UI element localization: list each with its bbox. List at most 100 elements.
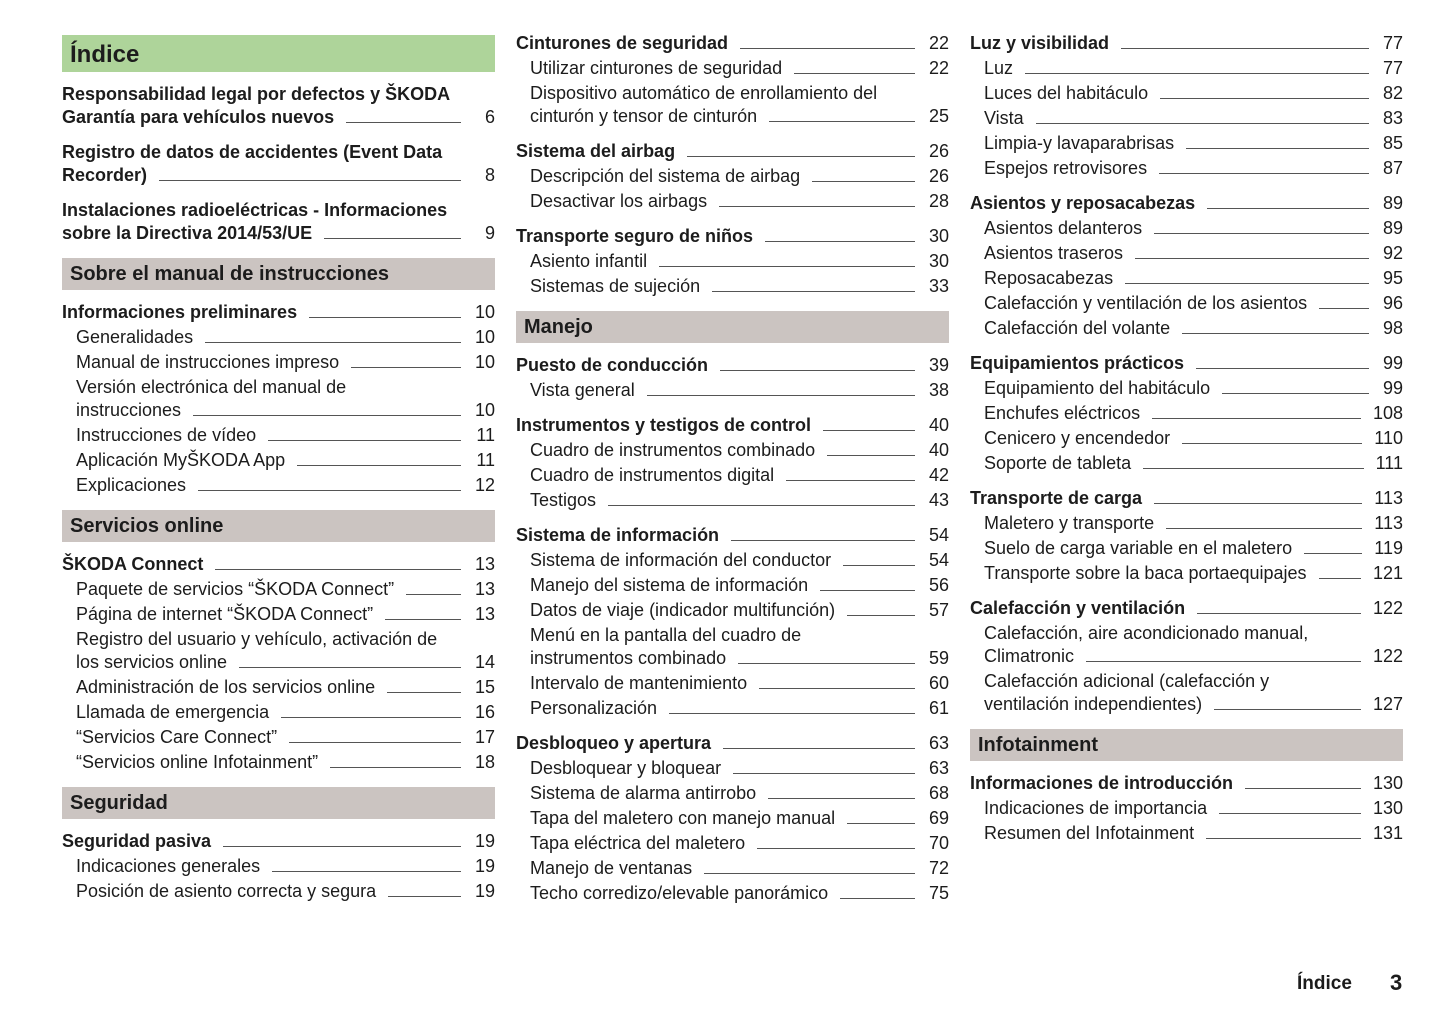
page-number: 28: [928, 191, 949, 211]
toc-chapter-entry[interactable]: Seguridad pasiva 19: [62, 829, 495, 854]
entry-row: Manual de instrucciones impreso 10: [76, 351, 495, 374]
toc-subentry[interactable]: Sistemas de sujeción 33: [516, 274, 949, 299]
toc-chapter-entry[interactable]: Cinturones de seguridad 22: [516, 31, 949, 56]
toc-subentry[interactable]: Techo corredizo/elevable panorámico 75: [516, 881, 949, 906]
toc-chapter-entry[interactable]: Responsabilidad legal por defectos y ŠKO…: [62, 82, 495, 130]
toc-subentry[interactable]: Suelo de carga variable en el maletero 11…: [970, 536, 1403, 561]
toc-subentry[interactable]: Calefacción y ventilación de los asiento…: [970, 291, 1403, 316]
toc-chapter-entry[interactable]: Transporte de carga 113: [970, 486, 1403, 511]
toc-subentry[interactable]: Luz 77: [970, 56, 1403, 81]
entry-title: Instrucciones de vídeo: [76, 425, 257, 445]
toc-subentry[interactable]: Maletero y transporte 113: [970, 511, 1403, 536]
toc-subentry[interactable]: Resumen del Infotainment 131: [970, 821, 1403, 846]
toc-subentry[interactable]: Menú en la pantalla del cuadro de instrum…: [516, 623, 949, 671]
entry-row: “Servicios online Infotainment” 18: [76, 751, 495, 774]
toc-subentry[interactable]: Manual de instrucciones impreso 10: [62, 350, 495, 375]
page-number: 8: [484, 165, 495, 185]
toc-chapter-entry[interactable]: Calefacción y ventilación 122: [970, 596, 1403, 621]
toc-subentry[interactable]: Asientos delanteros 89: [970, 216, 1403, 241]
page-number: 42: [928, 465, 949, 485]
toc-subentry[interactable]: Tapa eléctrica del maletero 70: [516, 831, 949, 856]
toc-chapter-entry[interactable]: ŠKODA Connect 13: [62, 552, 495, 577]
leader-line: [1214, 709, 1361, 710]
toc-subentry[interactable]: Calefacción del volante 98: [970, 316, 1403, 341]
toc-subentry[interactable]: Instrucciones de vídeo 11: [62, 423, 495, 448]
toc-subentry[interactable]: Enchufes eléctricos 108: [970, 401, 1403, 426]
toc-chapter-entry[interactable]: Instrumentos y testigos de control 40: [516, 413, 949, 438]
toc-subentry[interactable]: Utilizar cinturones de seguridad 22: [516, 56, 949, 81]
toc-subentry[interactable]: Asiento infantil 30: [516, 249, 949, 274]
toc-subentry[interactable]: Soporte de tableta 111: [970, 451, 1403, 476]
toc-chapter-entry[interactable]: Sistema de información 54: [516, 523, 949, 548]
toc-subentry[interactable]: Asientos traseros 92: [970, 241, 1403, 266]
toc-subentry[interactable]: Reposacabezas 95: [970, 266, 1403, 291]
toc-subentry[interactable]: Descripción del sistema de airbag 26: [516, 164, 949, 189]
leader-line: [1125, 283, 1369, 284]
toc-subentry[interactable]: Transporte sobre la baca portaequipajes 1…: [970, 561, 1403, 586]
toc-chapter-entry[interactable]: Informaciones de introducción 130: [970, 771, 1403, 796]
toc-chapter-entry[interactable]: Equipamientos prácticos 99: [970, 351, 1403, 376]
toc-chapter-entry[interactable]: Registro de datos de accidentes (Event D…: [62, 140, 495, 188]
entry-title: cinturón y tensor de cinturón: [530, 106, 758, 126]
toc-subentry[interactable]: Calefacción, aire acondicionado manual, C…: [970, 621, 1403, 669]
toc-subentry[interactable]: Sistema de alarma antirrobo 68: [516, 781, 949, 806]
leader-line: [1159, 173, 1369, 174]
toc-subentry[interactable]: Cuadro de instrumentos digital 42: [516, 463, 949, 488]
toc-subentry[interactable]: Desactivar los airbags 28: [516, 189, 949, 214]
section-header: Seguridad: [62, 787, 495, 819]
page-number: 25: [928, 106, 949, 126]
page-number: 13: [474, 604, 495, 624]
toc-subentry[interactable]: Registro del usuario y vehículo, activac…: [62, 627, 495, 675]
toc-subentry[interactable]: Cuadro de instrumentos combinado 40: [516, 438, 949, 463]
toc-subentry[interactable]: Luces del habitáculo 82: [970, 81, 1403, 106]
toc-subentry[interactable]: Calefacción adicional (calefacción y vent…: [970, 669, 1403, 717]
toc-chapter-entry[interactable]: Puesto de conducción 39: [516, 353, 949, 378]
toc-subentry[interactable]: Desbloquear y bloquear 63: [516, 756, 949, 781]
toc-subentry[interactable]: Personalización 61: [516, 696, 949, 721]
toc-subentry[interactable]: Datos de viaje (indicador multifunción) 5…: [516, 598, 949, 623]
toc-subentry[interactable]: Espejos retrovisores 87: [970, 156, 1403, 181]
toc-subentry[interactable]: “Servicios Care Connect” 17: [62, 725, 495, 750]
leader-line: [1318, 578, 1361, 579]
toc-subentry[interactable]: Versión electrónica del manual de instruc…: [62, 375, 495, 423]
toc-chapter-entry[interactable]: Informaciones preliminares 10: [62, 300, 495, 325]
toc-subentry[interactable]: Tapa del maletero con manejo manual 69: [516, 806, 949, 831]
toc-subentry[interactable]: Dispositivo automático de enrollamiento …: [516, 81, 949, 129]
page-number: 26: [928, 166, 949, 186]
toc-chapter-entry[interactable]: Desbloqueo y apertura 63: [516, 731, 949, 756]
toc-subentry[interactable]: Limpia-y lavaparabrisas 85: [970, 131, 1403, 156]
entry-row: Asientos y reposacabezas 89: [970, 192, 1403, 215]
toc-subentry[interactable]: Equipamiento del habitáculo 99: [970, 376, 1403, 401]
toc-subentry[interactable]: Vista 83: [970, 106, 1403, 131]
toc-subentry[interactable]: Cenicero y encendedor 110: [970, 426, 1403, 451]
toc-subentry[interactable]: Paquete de servicios “ŠKODA Connect” 13: [62, 577, 495, 602]
toc-chapter-entry[interactable]: Transporte seguro de niños 30: [516, 224, 949, 249]
entry-row: Espejos retrovisores 87: [984, 157, 1403, 180]
toc-chapter-entry[interactable]: Luz y visibilidad 77: [970, 31, 1403, 56]
toc-subentry[interactable]: Indicaciones de importancia 130: [970, 796, 1403, 821]
toc-subentry[interactable]: Llamada de emergencia 16: [62, 700, 495, 725]
entry-row: Vista general 38: [530, 379, 949, 402]
toc-subentry[interactable]: Administración de los servicios online 15: [62, 675, 495, 700]
toc-chapter-entry[interactable]: Sistema del airbag 26: [516, 139, 949, 164]
toc-subentry[interactable]: Vista general 38: [516, 378, 949, 403]
toc-subentry[interactable]: “Servicios online Infotainment” 18: [62, 750, 495, 775]
toc-subentry[interactable]: Indicaciones generales 19: [62, 854, 495, 879]
entry-title: Utilizar cinturones de seguridad: [530, 58, 783, 78]
toc-chapter-entry[interactable]: Instalaciones radioeléctricas - Informac…: [62, 198, 495, 246]
page-number: 99: [1382, 353, 1403, 373]
entry-title-line: Menú en la pantalla del cuadro de: [530, 625, 802, 645]
toc-subentry[interactable]: Generalidades 10: [62, 325, 495, 350]
toc-subentry[interactable]: Testigos 43: [516, 488, 949, 513]
toc-subentry[interactable]: Página de internet “ŠKODA Connect” 13: [62, 602, 495, 627]
toc-chapter-entry[interactable]: Asientos y reposacabezas 89: [970, 191, 1403, 216]
toc-subentry[interactable]: Posición de asiento correcta y segura 19: [62, 879, 495, 904]
toc-subentry[interactable]: Sistema de información del conductor 54: [516, 548, 949, 573]
leader-line: [731, 540, 915, 541]
toc-subentry[interactable]: Aplicación MyŠKODA App 11: [62, 448, 495, 473]
leader-line: [840, 898, 915, 899]
toc-subentry[interactable]: Manejo de ventanas 72: [516, 856, 949, 881]
toc-subentry[interactable]: Manejo del sistema de información 56: [516, 573, 949, 598]
toc-subentry[interactable]: Intervalo de mantenimiento 60: [516, 671, 949, 696]
toc-subentry[interactable]: Explicaciones 12: [62, 473, 495, 498]
